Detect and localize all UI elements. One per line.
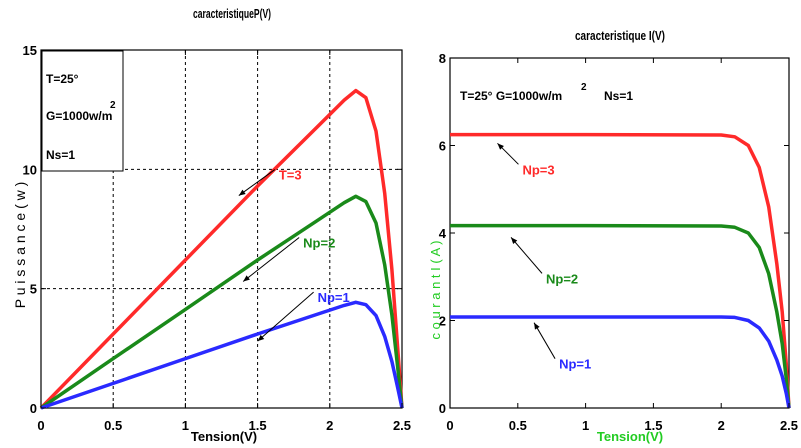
annotation-arrow bbox=[242, 237, 300, 282]
series-line bbox=[450, 223, 791, 409]
chart-title: caracteristique I(V) bbox=[575, 28, 665, 43]
annotation-arrowhead bbox=[534, 322, 540, 330]
y-tick-label: 15 bbox=[23, 43, 37, 58]
y-axis-label: c o u r a n t I ( A ) bbox=[428, 241, 443, 340]
annotation-label: Np=2 bbox=[303, 236, 335, 251]
x-tick-label: 0 bbox=[446, 418, 453, 433]
info-superscript: 2 bbox=[110, 100, 116, 111]
info-superscript: 2 bbox=[581, 82, 587, 93]
annotation-arrowhead bbox=[257, 334, 265, 342]
series-group bbox=[39, 88, 404, 410]
annotation-arrowhead bbox=[243, 275, 250, 282]
x-tick-label: 0.5 bbox=[104, 418, 122, 433]
y-tick-label: 10 bbox=[23, 162, 37, 177]
annotation-arrow bbox=[238, 169, 276, 196]
y-tick-label: 2 bbox=[439, 314, 446, 329]
annotation-label: Np=1 bbox=[318, 290, 350, 305]
annotations: T=3 Np=2 Np=1 bbox=[238, 168, 350, 342]
y-tick-label: 8 bbox=[439, 51, 446, 66]
info-box bbox=[41, 50, 124, 172]
y-tick-label: 4 bbox=[439, 226, 447, 241]
x-axis-label: Tension(V) bbox=[597, 429, 663, 444]
info-ns: Ns=1 bbox=[604, 89, 633, 103]
y-tick-label: 0 bbox=[439, 401, 446, 416]
y-tick-label: 0 bbox=[30, 401, 37, 416]
x-tick-label: 1.5 bbox=[644, 418, 662, 433]
x-axis-label: Tension(V) bbox=[191, 429, 257, 444]
annotations: Np=3 Np=2 Np=1 bbox=[497, 142, 591, 372]
annotation-label: T=3 bbox=[279, 168, 302, 183]
annotation-arrow bbox=[533, 322, 556, 359]
chart-power: caracteristiqueP(V) 0 0.5 1 1.5 2 2.5 0 5 10 15 T… bbox=[12, 6, 411, 444]
annotation-label: Np=3 bbox=[522, 162, 554, 177]
info-conditions: T=25° G=1000w/m bbox=[460, 89, 562, 103]
plot-frame bbox=[40, 49, 403, 409]
x-tick-label: 2 bbox=[326, 418, 333, 433]
series-line bbox=[40, 300, 404, 410]
annotation-label: Np=1 bbox=[559, 357, 591, 372]
x-tick-label: 2.5 bbox=[393, 418, 411, 433]
info-irradiance: G=1000w/m bbox=[46, 109, 112, 123]
y-tick-label: 6 bbox=[439, 139, 446, 154]
annotation-label: Np=2 bbox=[546, 271, 578, 286]
series-line bbox=[40, 194, 404, 410]
chart-title: caracteristiqueP(V) bbox=[193, 6, 271, 21]
axis-ticks: 0 0.5 1 1.5 2 2.5 0 5 10 15 bbox=[23, 43, 412, 433]
x-tick-label: 1.5 bbox=[249, 418, 267, 433]
x-tick-label: 2 bbox=[718, 418, 725, 433]
x-tick-label: 2.5 bbox=[780, 418, 798, 433]
annotation-arrowhead bbox=[511, 237, 518, 245]
y-axis-label: P u i s s a n c e ( w ) bbox=[12, 182, 28, 309]
axis-ticks: 0 0.5 1 1.5 2 2.5 0 2 4 6 8 bbox=[439, 51, 798, 433]
annotation-arrowhead bbox=[497, 143, 504, 150]
info-temperature: T=25° bbox=[46, 72, 79, 86]
info-ns: Ns=1 bbox=[46, 148, 75, 162]
x-tick-label: 1 bbox=[582, 418, 589, 433]
x-tick-label: 1 bbox=[182, 418, 189, 433]
annotation-arrow bbox=[257, 291, 314, 342]
y-tick-label: 5 bbox=[30, 282, 37, 297]
annotation-arrow bbox=[510, 237, 543, 274]
x-tick-label: 0 bbox=[37, 418, 44, 433]
series-line bbox=[450, 315, 791, 409]
series-line bbox=[450, 132, 791, 409]
x-tick-label: 0.5 bbox=[509, 418, 527, 433]
plot-frame bbox=[449, 57, 790, 409]
annotation-arrowhead bbox=[238, 189, 246, 196]
series-line bbox=[39, 88, 404, 410]
series-group bbox=[450, 132, 791, 409]
chart-current: caracteristique I(V) 0 0.5 1 1.5 2 2.5 0 2 4 6 8 T… bbox=[428, 28, 798, 444]
